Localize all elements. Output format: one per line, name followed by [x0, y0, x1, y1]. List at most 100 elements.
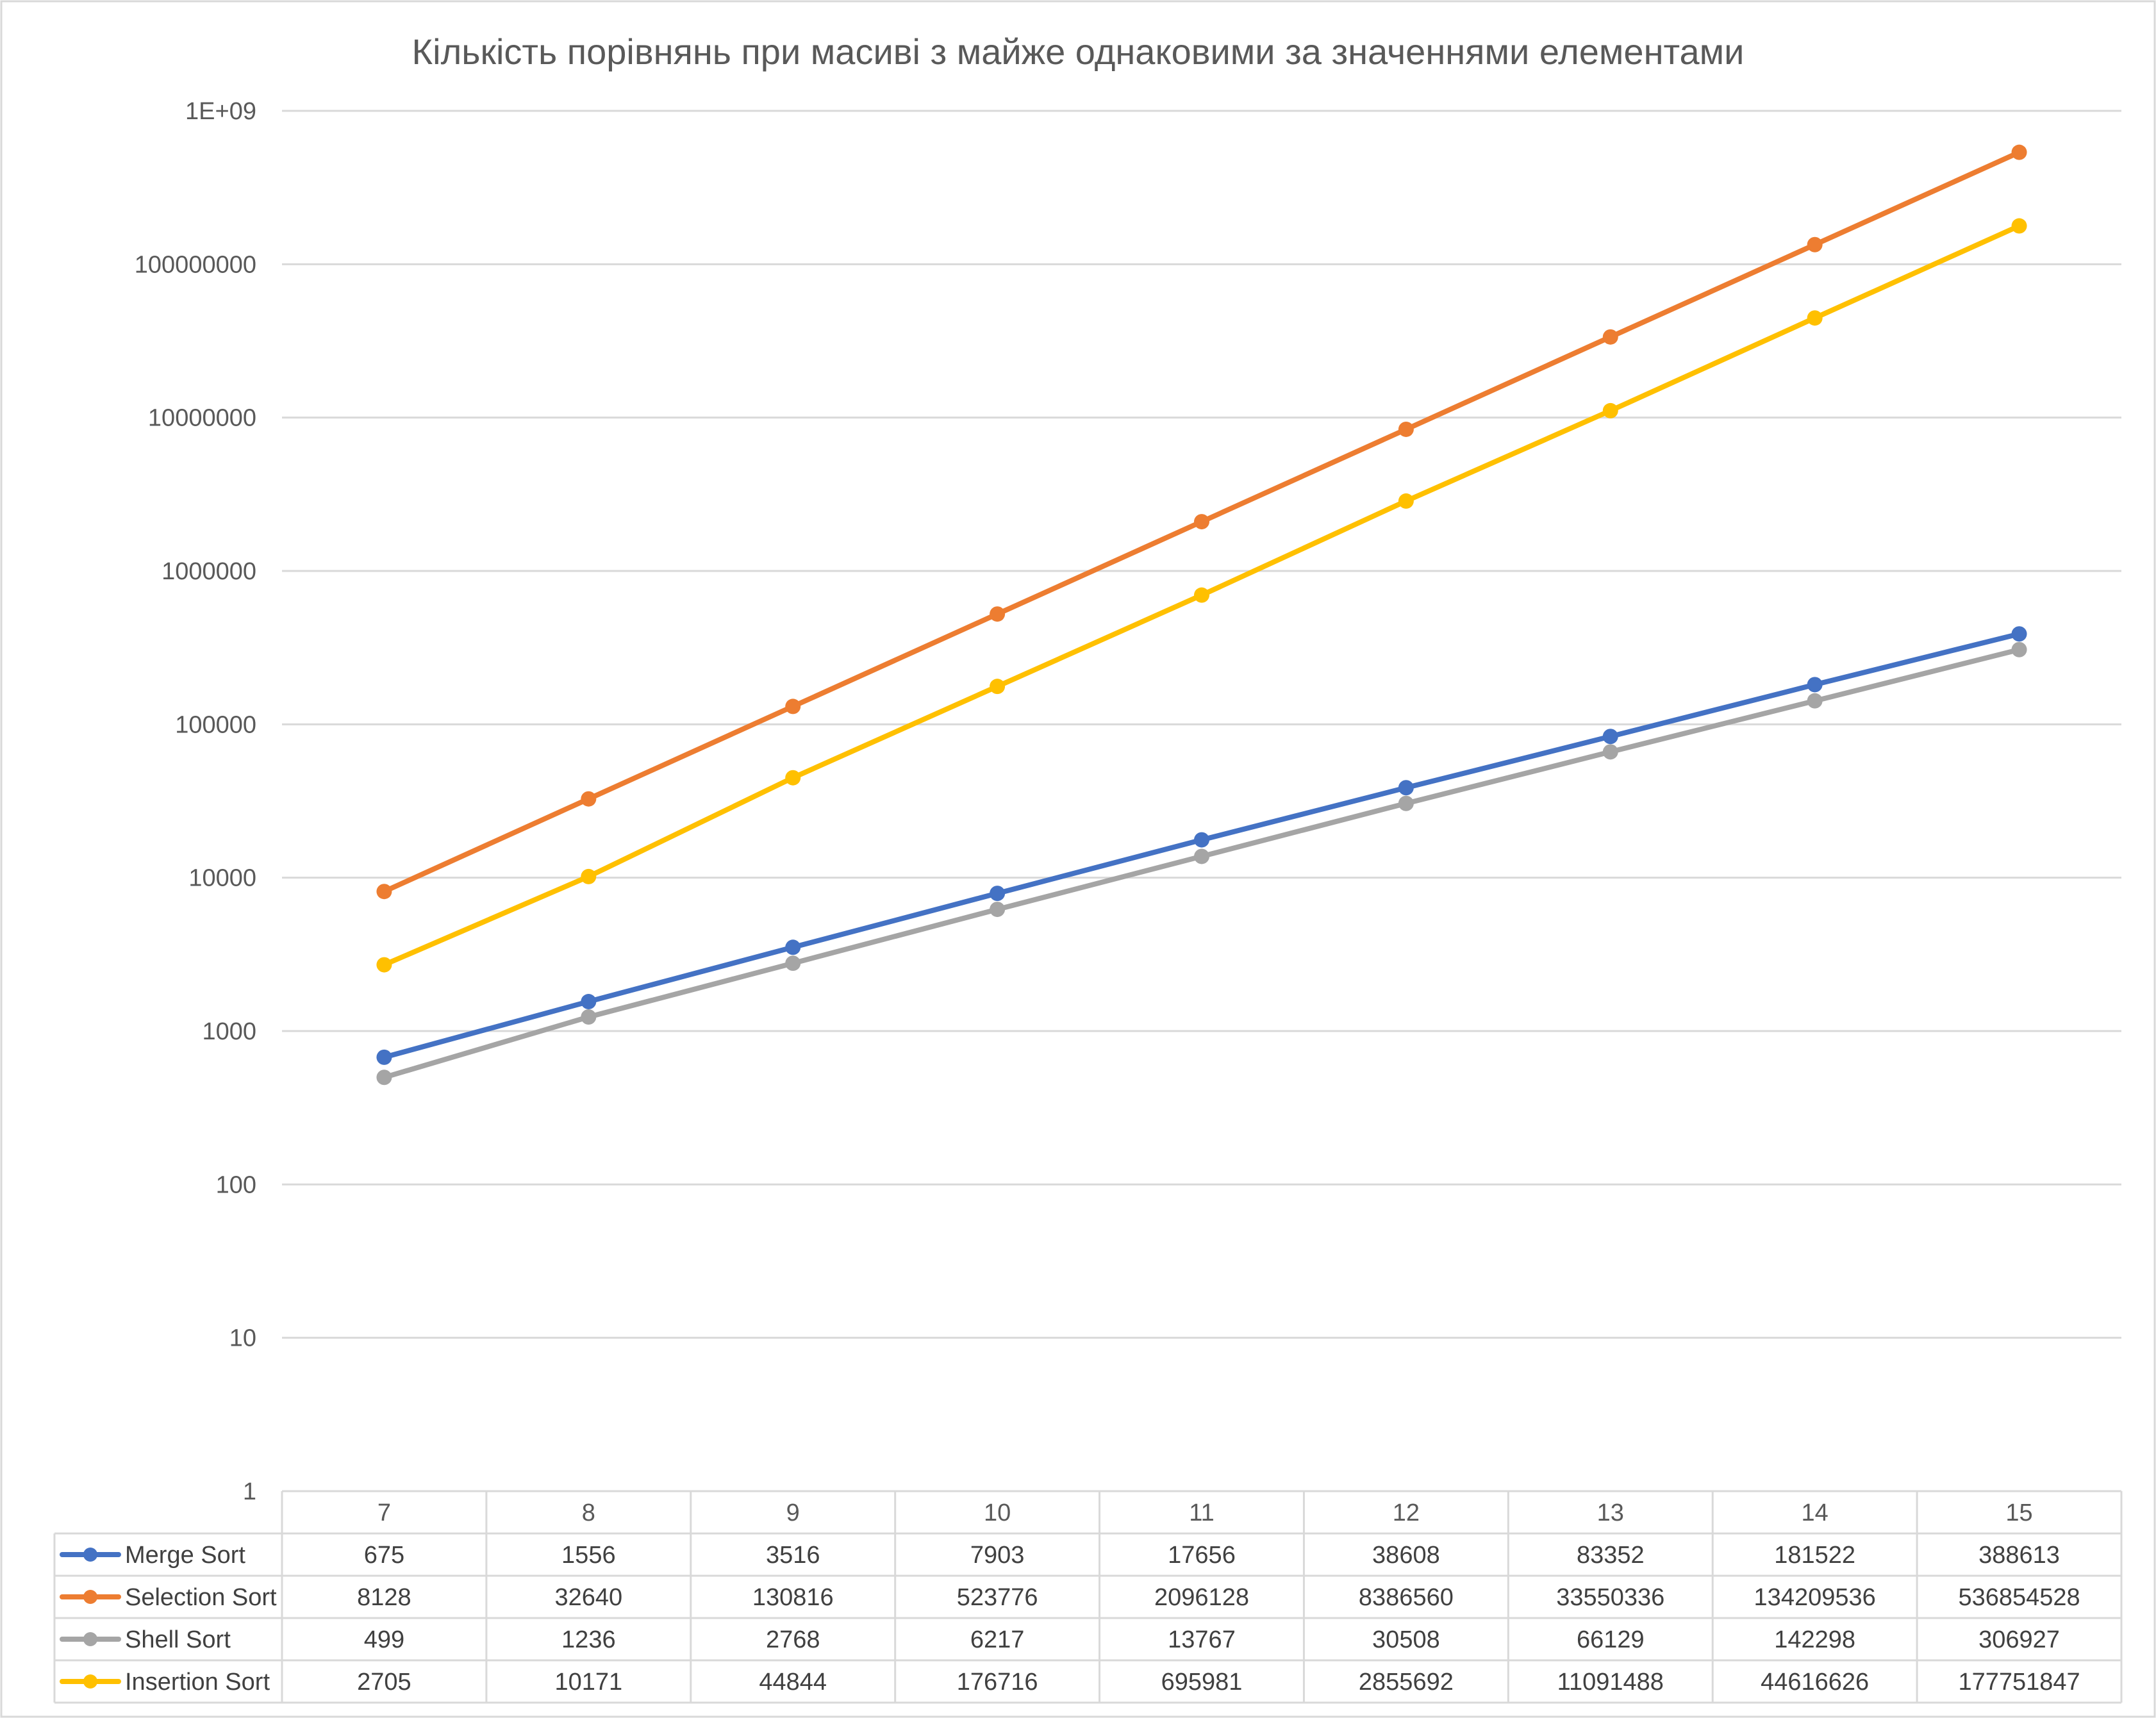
data-point [990, 679, 1006, 695]
data-label: 1556 [561, 1542, 616, 1569]
data-point [376, 884, 392, 900]
data-label: 2096128 [1154, 1584, 1249, 1611]
data-point [1602, 402, 1618, 418]
y-axis-tick-labels: 1 10 100 1000 10000 100000 1000000 10000000 1000… [135, 98, 256, 1505]
data-label: 2855692 [1359, 1669, 1454, 1696]
data-label: 675 [364, 1542, 404, 1569]
chart-title: Кількість порівнянь при масиві з майже о… [412, 31, 1745, 72]
y-tick-label: 1000000 [162, 558, 256, 585]
data-point [1398, 421, 1414, 437]
data-point [2011, 218, 2027, 234]
data-point [581, 791, 597, 807]
series-lines [376, 144, 2027, 1086]
data-point [1602, 329, 1618, 345]
x-tick-label: 12 [1393, 1499, 1420, 1526]
data-point [1398, 780, 1414, 796]
data-point [1194, 587, 1209, 603]
data-point [581, 994, 597, 1010]
data-point [1194, 514, 1209, 530]
data-point [785, 770, 801, 786]
data-point [1602, 729, 1618, 745]
data-point [581, 868, 597, 884]
legend-key-marker [83, 1590, 97, 1604]
data-point [990, 886, 1006, 902]
x-tick-label: 13 [1597, 1499, 1624, 1526]
y-tick-label: 100000000 [135, 251, 256, 278]
data-point [1194, 832, 1209, 848]
data-table: 7 8 9 10 11 12 13 14 15 Merge Sort 675 1556 3516 7903… [53, 1490, 2123, 1704]
data-label: 83352 [1577, 1542, 1645, 1569]
data-point [2011, 626, 2027, 642]
data-label: 388613 [1978, 1542, 2060, 1569]
data-point [990, 606, 1006, 622]
y-tick-label: 100 [216, 1171, 256, 1198]
x-tick-label: 10 [984, 1499, 1011, 1526]
legend-series-name: Insertion Sort [125, 1669, 270, 1696]
y-tick-label: 10000000 [148, 405, 256, 432]
data-label: 695981 [1161, 1669, 1243, 1696]
data-label: 134209536 [1754, 1584, 1876, 1611]
data-label: 30508 [1372, 1626, 1440, 1653]
data-point [2011, 641, 2027, 657]
data-label: 10171 [554, 1669, 622, 1696]
data-label: 181522 [1774, 1542, 1855, 1569]
data-label: 8128 [357, 1584, 411, 1611]
y-tick-label: 1E+09 [185, 98, 256, 125]
data-point [1194, 848, 1209, 864]
x-tick-label: 7 [377, 1499, 391, 1526]
x-tick-label: 15 [2005, 1499, 2032, 1526]
legend-series-name: Shell Sort [125, 1626, 231, 1653]
data-label: 6217 [970, 1626, 1025, 1653]
data-label: 1236 [561, 1626, 616, 1653]
data-label: 44616626 [1761, 1669, 1869, 1696]
data-point [785, 955, 801, 971]
x-tick-label: 14 [1802, 1499, 1828, 1526]
y-tick-label: 1 [243, 1478, 256, 1505]
data-point [1602, 744, 1618, 760]
data-label: 177751847 [1958, 1669, 2080, 1696]
data-label: 32640 [554, 1584, 622, 1611]
x-tick-label: 8 [582, 1499, 595, 1526]
data-point [990, 902, 1006, 918]
data-point [1807, 693, 1823, 709]
data-label: 17656 [1168, 1542, 1236, 1569]
data-label: 142298 [1774, 1626, 1855, 1653]
data-label: 2705 [357, 1669, 411, 1696]
data-label: 11091488 [1557, 1669, 1664, 1696]
y-tick-label: 10000 [188, 865, 256, 892]
data-label: 536854528 [1958, 1584, 2080, 1611]
series-1 [376, 144, 2027, 900]
data-point [1398, 795, 1414, 811]
data-label: 33550336 [1556, 1584, 1664, 1611]
data-point [1398, 493, 1414, 509]
legend-key-marker [83, 1674, 97, 1689]
data-point [376, 1070, 392, 1086]
legend-series-name: Selection Sort [125, 1584, 277, 1611]
data-label: 38608 [1372, 1542, 1440, 1569]
data-label: 13767 [1168, 1626, 1236, 1653]
x-tick-label: 11 [1189, 1499, 1214, 1526]
data-point [2011, 144, 2027, 160]
data-label: 523776 [957, 1584, 1038, 1611]
x-tick-label: 9 [786, 1499, 800, 1526]
data-point [1807, 310, 1823, 326]
data-label: 130816 [752, 1584, 834, 1611]
data-label: 44844 [759, 1669, 827, 1696]
data-point [785, 698, 801, 714]
data-label: 499 [364, 1626, 404, 1653]
y-tick-label: 10 [229, 1325, 256, 1352]
data-point [376, 1049, 392, 1065]
data-label: 66129 [1577, 1626, 1645, 1653]
series-2 [376, 641, 2027, 1086]
data-label: 2768 [766, 1626, 820, 1653]
series-0 [376, 626, 2027, 1065]
y-tick-label: 1000 [202, 1018, 256, 1045]
data-point [581, 1009, 597, 1025]
legend-key-marker [83, 1548, 97, 1562]
y-tick-label: 100000 [175, 711, 256, 738]
legend-key-marker [83, 1632, 97, 1646]
data-point [376, 957, 392, 973]
data-label: 3516 [766, 1542, 820, 1569]
